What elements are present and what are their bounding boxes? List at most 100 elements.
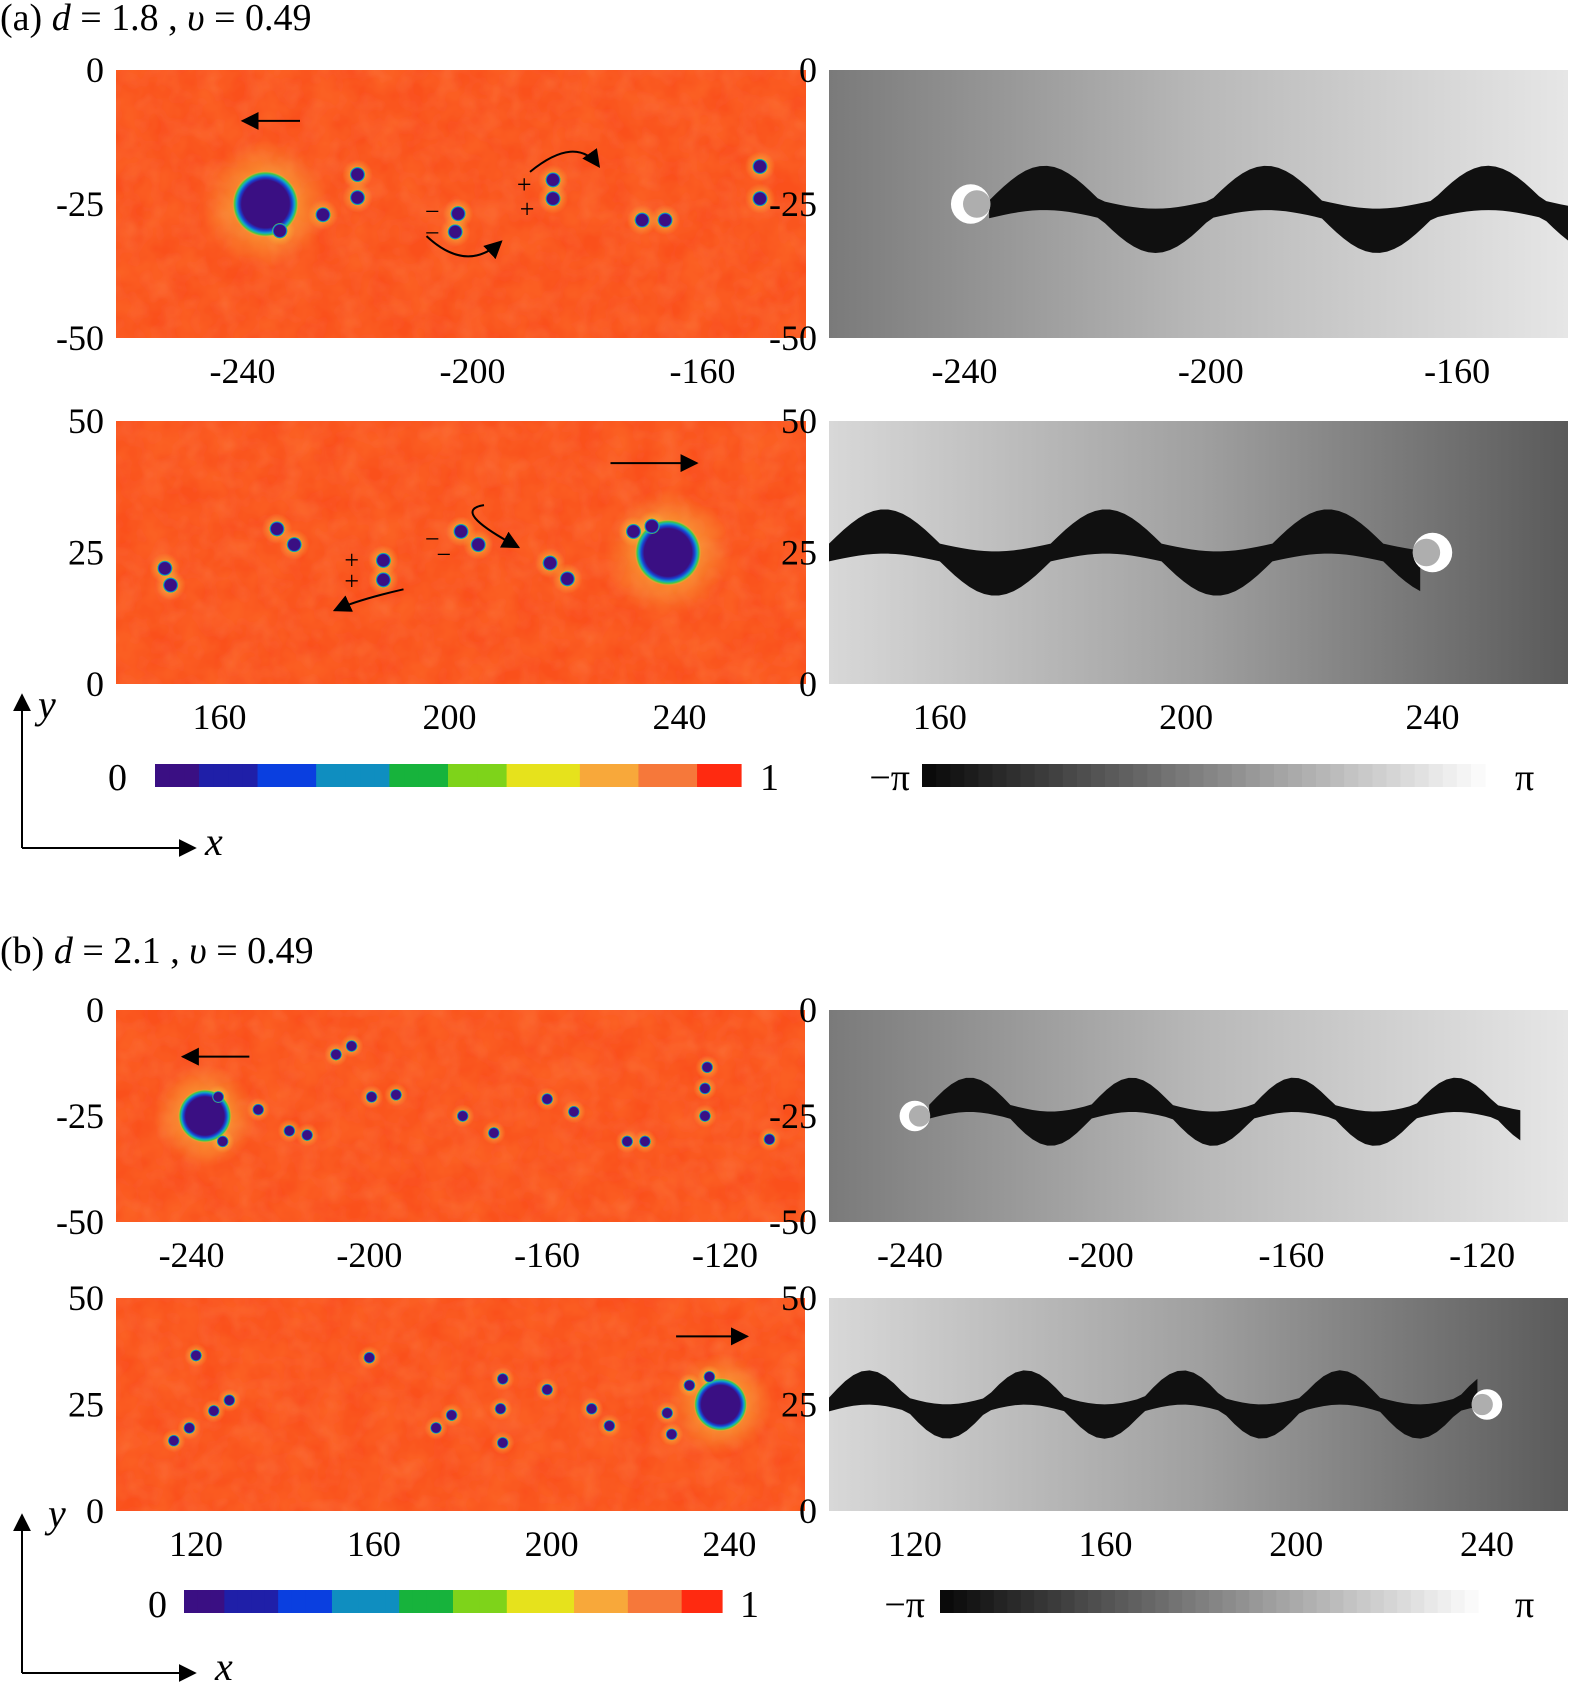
colorbar-step bbox=[184, 764, 200, 787]
y-tick-label: -25 bbox=[56, 184, 104, 224]
title-part: = 2.1 , bbox=[73, 930, 189, 972]
a-phase-cbar: −π π bbox=[869, 757, 1534, 799]
vortex bbox=[207, 1404, 220, 1418]
x-tick-label: 200 bbox=[525, 1524, 579, 1564]
colorbar-step bbox=[305, 1590, 320, 1613]
colorbar-step bbox=[1428, 764, 1444, 787]
colorbar-step bbox=[1175, 764, 1191, 787]
colorbar-step bbox=[653, 764, 669, 787]
vortex bbox=[625, 523, 642, 540]
x-tick-label: -160 bbox=[1424, 351, 1490, 391]
colorbar-step bbox=[1222, 1590, 1237, 1613]
x-tick-label: -160 bbox=[1258, 1235, 1324, 1275]
colorbar-step bbox=[1316, 1590, 1331, 1613]
x-tick-label: -240 bbox=[931, 351, 997, 391]
colorbar-step bbox=[1061, 1590, 1076, 1613]
colorbar-step bbox=[574, 1590, 589, 1613]
x-tick-label: 240 bbox=[653, 697, 707, 737]
y-tick-label: 25 bbox=[68, 1385, 104, 1425]
vortex bbox=[545, 190, 561, 207]
colorbar-step bbox=[1410, 1590, 1425, 1613]
colorbar-step bbox=[1249, 1590, 1264, 1613]
colorbar-step bbox=[1182, 1590, 1197, 1613]
colorbar-step bbox=[668, 1590, 683, 1613]
colorbar-step bbox=[1155, 1590, 1170, 1613]
vortex bbox=[683, 1379, 696, 1392]
colorbar-step bbox=[547, 1590, 562, 1613]
colorbar-step bbox=[1087, 1590, 1102, 1613]
colorbar-step bbox=[1034, 1590, 1049, 1613]
axes-key-b: y x bbox=[12, 1491, 233, 1685]
colorbar-step bbox=[922, 764, 937, 787]
colorbar-step bbox=[439, 1590, 454, 1613]
title-part: = 0.49 bbox=[205, 0, 312, 39]
phase-defect bbox=[908, 1105, 931, 1127]
y-tick-label: 50 bbox=[781, 401, 817, 441]
y-tick-label: -25 bbox=[769, 1096, 817, 1136]
colorbar-step bbox=[506, 764, 522, 787]
colorbar-step bbox=[331, 1590, 346, 1613]
plot-area bbox=[116, 1010, 805, 1222]
plot-area bbox=[829, 1010, 1568, 1222]
colorbar-step bbox=[535, 764, 552, 787]
colorbar-step bbox=[681, 1590, 696, 1613]
y-tick-label: 0 bbox=[86, 50, 104, 90]
colorbar-step bbox=[533, 1590, 548, 1613]
colorbar-step bbox=[966, 1590, 981, 1613]
colorbar-step bbox=[627, 1590, 642, 1613]
a-phase-bottom-panel: 160 200 240 50 25 0 bbox=[781, 401, 1568, 737]
colorbar-step bbox=[1034, 764, 1050, 787]
colorbar-step bbox=[1273, 764, 1289, 787]
vortex bbox=[283, 1124, 296, 1137]
b-density-bottom-panel: 120 160 200 240 50 25 0 bbox=[68, 1278, 805, 1564]
colorbar-step bbox=[453, 1590, 468, 1613]
colorbar-step bbox=[418, 764, 434, 787]
vortex bbox=[698, 1109, 712, 1123]
x-tick-label: 160 bbox=[193, 697, 247, 737]
vortex bbox=[269, 520, 285, 537]
colorbar-step bbox=[278, 1590, 293, 1613]
vortex bbox=[345, 1039, 358, 1053]
colorbar-step bbox=[404, 764, 420, 787]
rotation-arrow bbox=[471, 504, 521, 549]
x-tick-label: -200 bbox=[1178, 351, 1244, 391]
colorbar-step bbox=[1189, 764, 1205, 787]
colorbar-step bbox=[224, 1590, 239, 1613]
vortex bbox=[703, 1370, 716, 1383]
colorbar-step bbox=[1424, 1590, 1439, 1613]
colorbar-step bbox=[242, 764, 259, 787]
y-tick-label: 25 bbox=[781, 533, 817, 573]
colorbar-step bbox=[1020, 1590, 1035, 1613]
vortex bbox=[216, 1135, 229, 1148]
colorbar-step bbox=[1464, 1590, 1479, 1613]
a-density-bottom-panel: ++ −− 160 200 240 50 25 0 bbox=[68, 401, 806, 737]
colorbar-step bbox=[1020, 764, 1036, 787]
colorbar-step bbox=[1007, 1590, 1022, 1613]
y-tick-label: 0 bbox=[86, 1491, 104, 1531]
colorbar-step bbox=[993, 1590, 1008, 1613]
x-tick-label: 200 bbox=[1269, 1524, 1323, 1564]
axes-key-x-label: x bbox=[204, 819, 223, 864]
vortex bbox=[349, 166, 366, 183]
title-part: d bbox=[52, 0, 72, 39]
colorbar-step bbox=[506, 1590, 521, 1613]
title-part: (b) bbox=[0, 930, 54, 972]
colorbar-step bbox=[330, 764, 347, 787]
colorbar-step bbox=[1262, 1590, 1277, 1613]
vortex bbox=[657, 212, 674, 228]
colorbar-step bbox=[213, 764, 229, 787]
x-tick-label: -200 bbox=[1068, 1235, 1134, 1275]
colorbar-step bbox=[479, 1590, 494, 1613]
x-tick-label: -240 bbox=[159, 1235, 225, 1275]
colorbar-step bbox=[711, 764, 727, 787]
vortex bbox=[252, 1103, 265, 1116]
colorbar-step bbox=[389, 764, 405, 787]
y-tick-label: 0 bbox=[799, 50, 817, 90]
colorbar-step bbox=[1372, 764, 1388, 787]
y-tick-label: -50 bbox=[56, 1202, 104, 1242]
axes-key-a: y x bbox=[12, 682, 223, 864]
axes-key-x-label: x bbox=[214, 1644, 233, 1685]
title-part: (a) bbox=[0, 0, 52, 39]
vortex bbox=[286, 536, 303, 553]
y-tick-label: 25 bbox=[68, 533, 104, 573]
